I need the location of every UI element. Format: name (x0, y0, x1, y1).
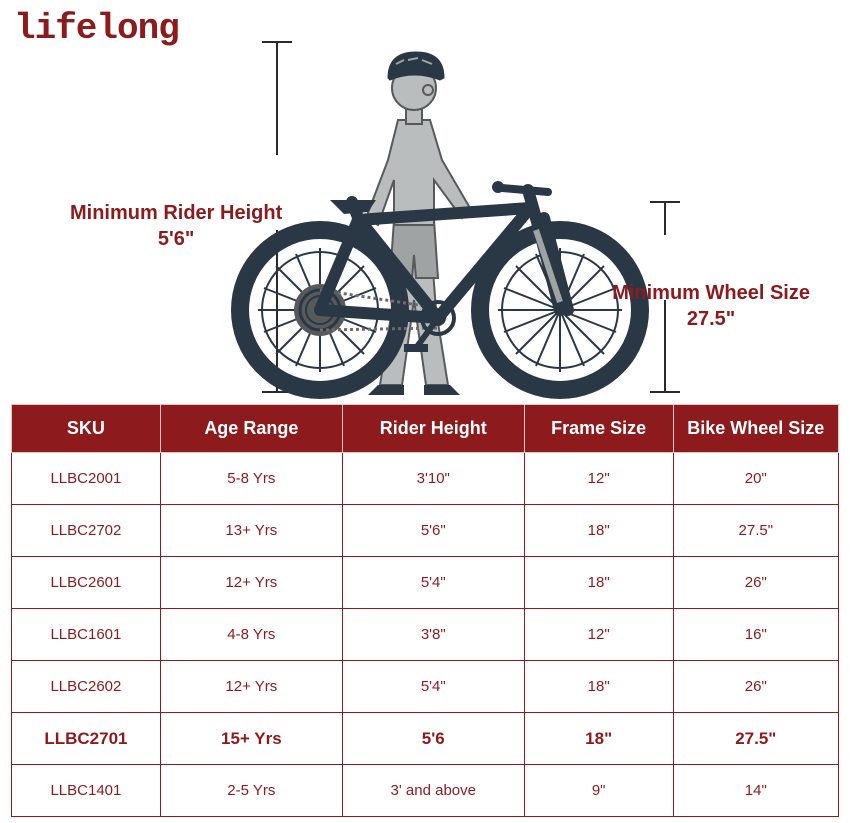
cell-wheel: 20" (673, 453, 838, 505)
cell-sku: LLBC2001 (12, 453, 161, 505)
cell-sku: LLBC1601 (12, 609, 161, 661)
cell-frame: 12" (524, 453, 673, 505)
table-row: LLBC270115+ Yrs5'618"27.5" (12, 713, 839, 765)
cell-age: 13+ Yrs (160, 505, 342, 557)
col-header-frame: Frame Size (524, 405, 673, 453)
table-header-row: SKU Age Range Rider Height Frame Size Bi… (12, 405, 839, 453)
cell-height: 5'6" (342, 505, 524, 557)
wheel-size-title: Minimum Wheel Size (612, 280, 810, 306)
cell-height: 3'10" (342, 453, 524, 505)
cell-frame: 18" (524, 505, 673, 557)
cell-wheel: 14" (673, 765, 838, 817)
cell-age: 2-5 Yrs (160, 765, 342, 817)
bike-sizing-illustration: Minimum Rider Height 5'6" Minimum Wheel … (0, 30, 850, 400)
col-header-age: Age Range (160, 405, 342, 453)
cell-wheel: 16" (673, 609, 838, 661)
cell-frame: 18" (524, 557, 673, 609)
sizing-table-wrap: SKU Age Range Rider Height Frame Size Bi… (11, 404, 839, 817)
cell-age: 15+ Yrs (160, 713, 342, 765)
cell-height: 5'4" (342, 557, 524, 609)
cell-wheel: 26" (673, 557, 838, 609)
rider-height-value: 5'6" (70, 226, 282, 252)
cell-age: 12+ Yrs (160, 557, 342, 609)
table-row: LLBC14012-5 Yrs3' and above9"14" (12, 765, 839, 817)
table-row: LLBC260212+ Yrs5'4"18"26" (12, 661, 839, 713)
table-row: LLBC16014-8 Yrs3'8"12"16" (12, 609, 839, 661)
cell-frame: 12" (524, 609, 673, 661)
cell-wheel: 27.5" (673, 505, 838, 557)
cell-height: 3' and above (342, 765, 524, 817)
col-header-sku: SKU (12, 405, 161, 453)
cell-sku: LLBC2601 (12, 557, 161, 609)
cell-height: 3'8" (342, 609, 524, 661)
cell-height: 5'6 (342, 713, 524, 765)
cell-height: 5'4" (342, 661, 524, 713)
cell-age: 5-8 Yrs (160, 453, 342, 505)
cell-frame: 9" (524, 765, 673, 817)
cell-frame: 18" (524, 661, 673, 713)
cell-sku: LLBC2701 (12, 713, 161, 765)
wheel-size-label: Minimum Wheel Size 27.5" (612, 280, 810, 332)
cell-sku: LLBC1401 (12, 765, 161, 817)
table-row: LLBC260112+ Yrs5'4"18"26" (12, 557, 839, 609)
col-header-height: Rider Height (342, 405, 524, 453)
sizing-table: SKU Age Range Rider Height Frame Size Bi… (11, 404, 839, 817)
table-row: LLBC270213+ Yrs5'6"18"27.5" (12, 505, 839, 557)
cell-frame: 18" (524, 713, 673, 765)
cell-wheel: 27.5" (673, 713, 838, 765)
rider-height-title: Minimum Rider Height (70, 200, 282, 226)
cell-sku: LLBC2702 (12, 505, 161, 557)
cell-wheel: 26" (673, 661, 838, 713)
col-header-wheel: Bike Wheel Size (673, 405, 838, 453)
cell-age: 12+ Yrs (160, 661, 342, 713)
cell-age: 4-8 Yrs (160, 609, 342, 661)
rider-height-label: Minimum Rider Height 5'6" (70, 200, 282, 252)
cell-sku: LLBC2602 (12, 661, 161, 713)
wheel-size-value: 27.5" (612, 306, 810, 332)
table-row: LLBC20015-8 Yrs3'10"12"20" (12, 453, 839, 505)
